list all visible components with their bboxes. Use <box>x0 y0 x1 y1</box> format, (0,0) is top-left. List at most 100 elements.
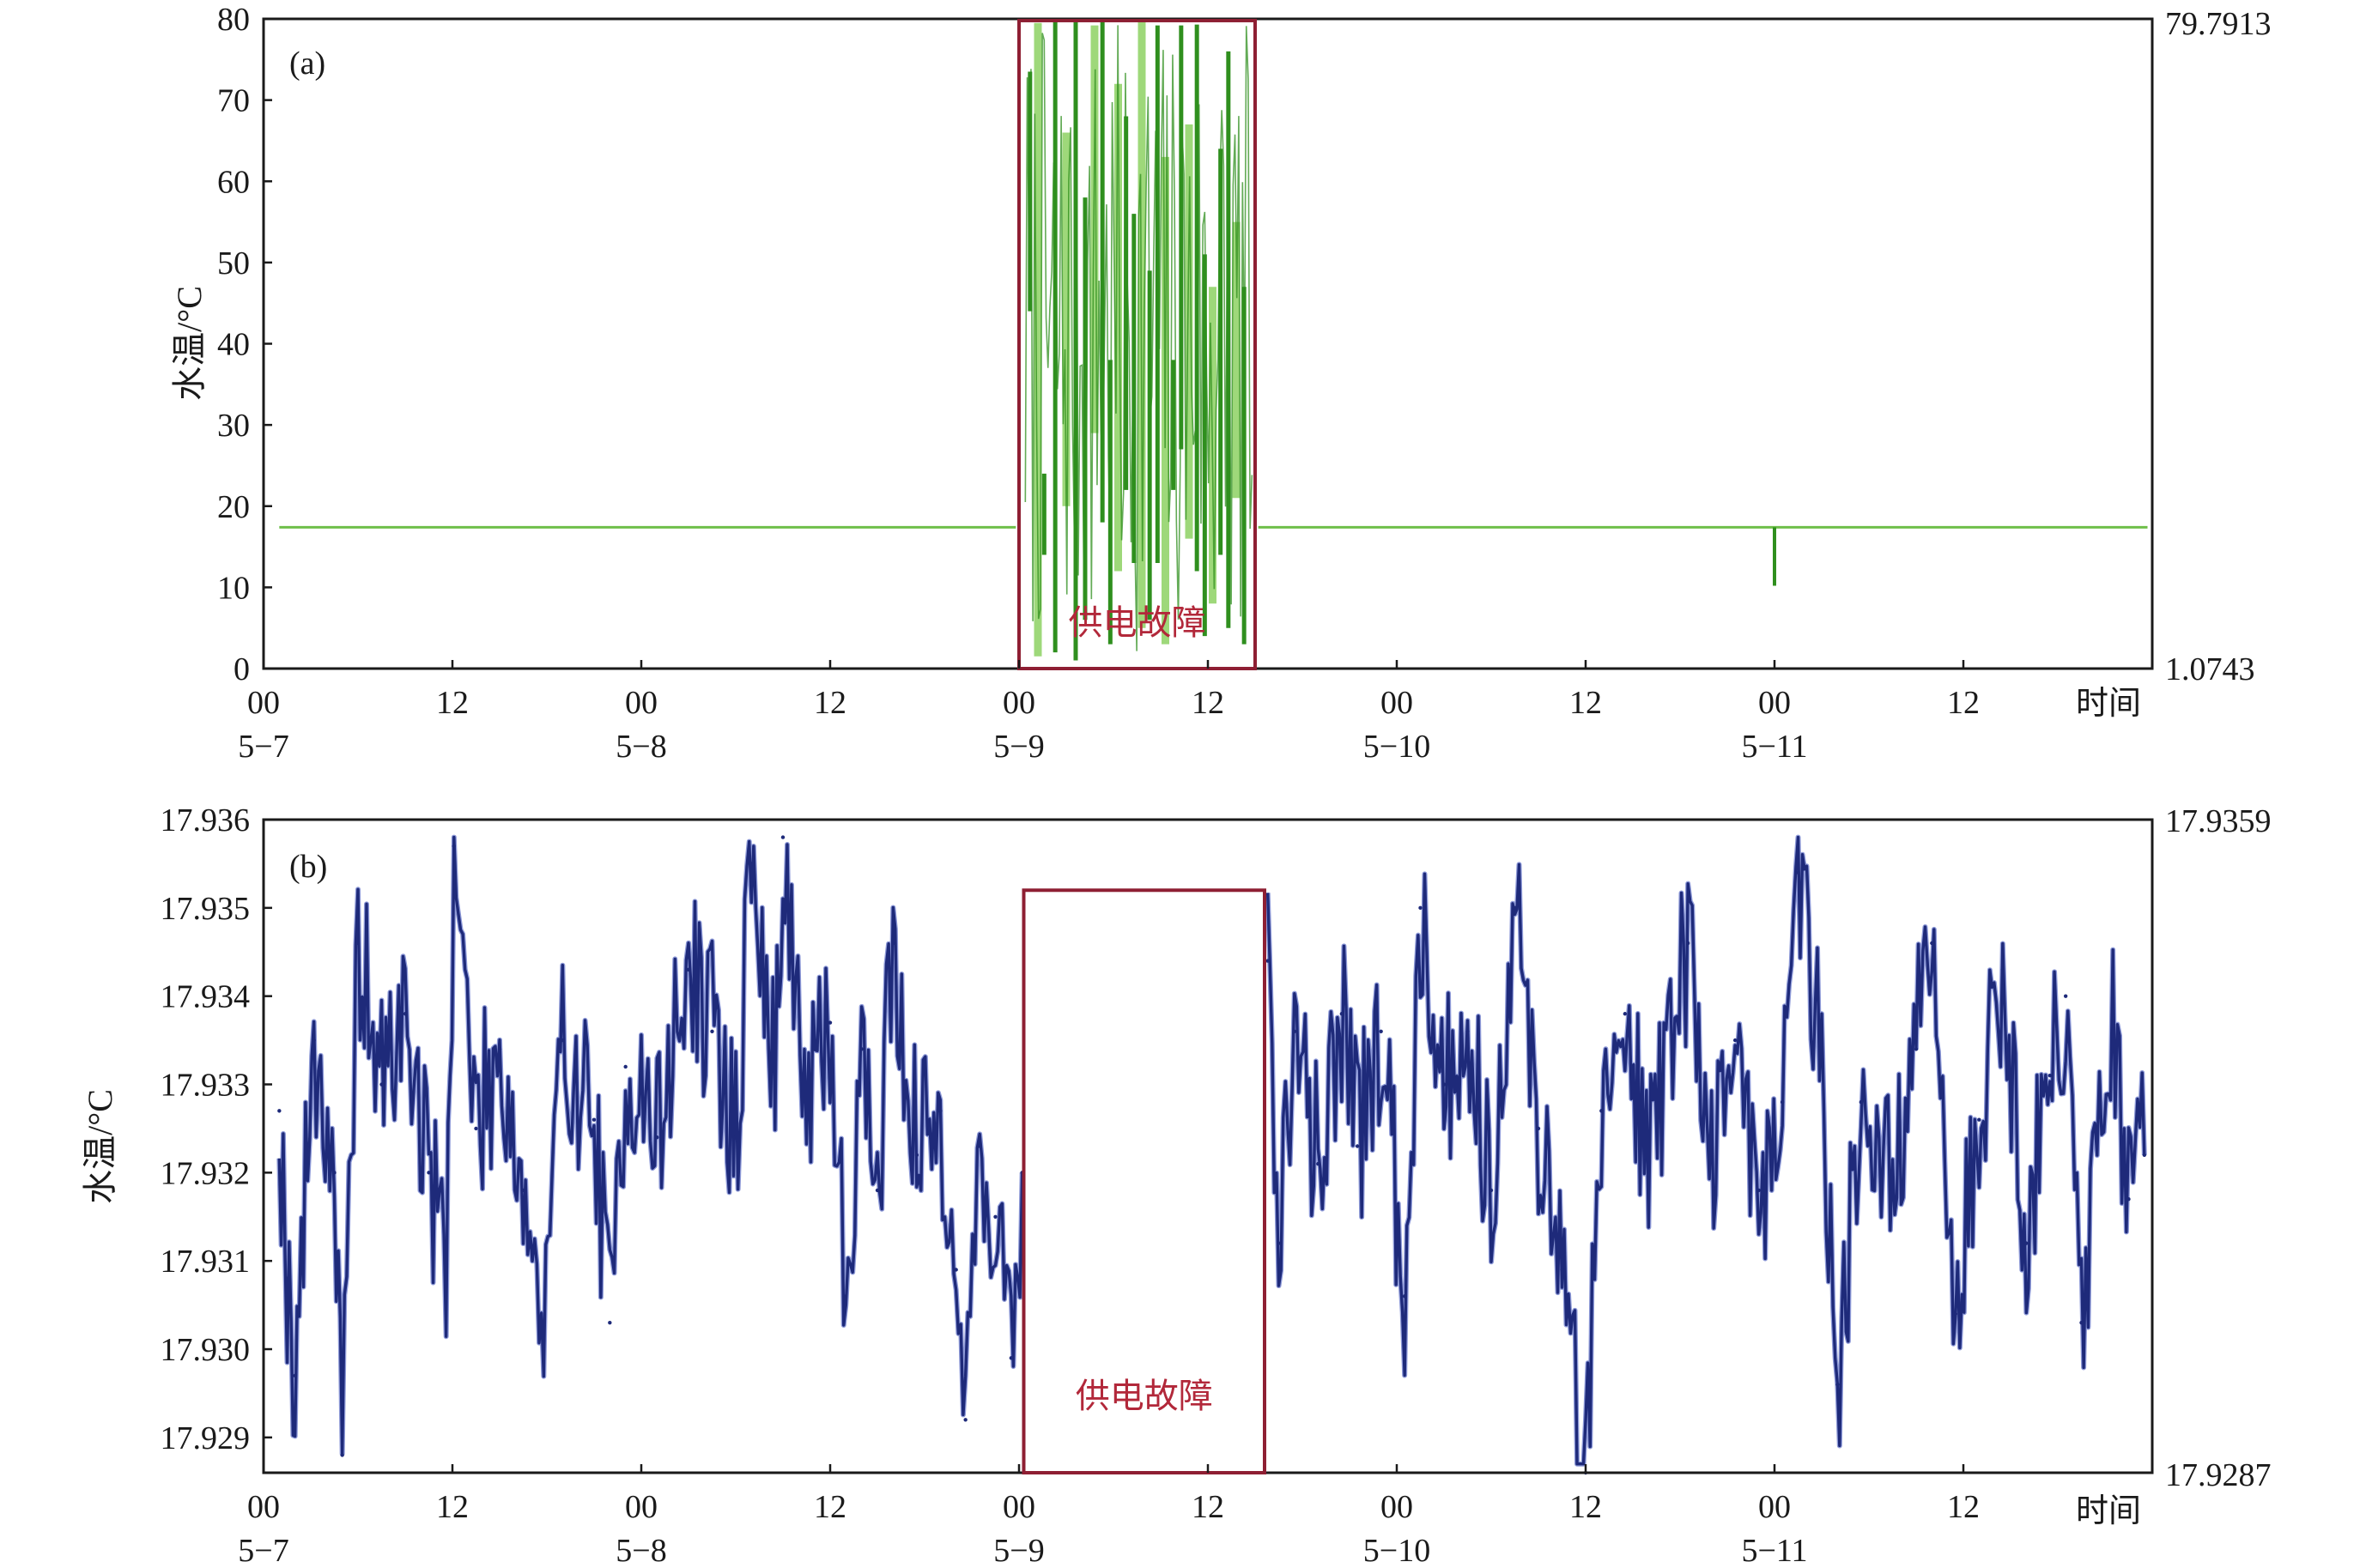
x-date-label: 5−9 <box>993 729 1044 765</box>
data-point <box>859 1047 864 1051</box>
x-date-label: 5−11 <box>1741 729 1807 765</box>
fault-window-fill-b <box>1023 890 1265 1473</box>
y-tick-label: 17.934 <box>161 979 251 1015</box>
data-point <box>733 1135 738 1140</box>
data-point <box>1465 1029 1470 1034</box>
data-point <box>828 1020 833 1025</box>
data-point <box>403 1012 408 1016</box>
y-ticks-b: 17.929 17.930 17.931 17.932 17.933 17.934 17.9… <box>161 802 272 1456</box>
y-tick-label: 17.931 <box>161 1244 251 1280</box>
x-tick-label: 12 <box>436 1489 469 1525</box>
x-date-label: 5−7 <box>238 1533 288 1568</box>
data-point <box>340 1453 344 1457</box>
series-line-light <box>1265 834 2147 1467</box>
x-ticks-a: 00 5−7 12 00 5−8 12 00 5−9 12 00 5−10 12 00 5−11 12 <box>238 660 1980 765</box>
data-point <box>332 1171 337 1175</box>
data-point <box>977 1144 982 1148</box>
data-point <box>1796 870 1800 875</box>
data-point <box>623 1064 628 1069</box>
data-point <box>427 1171 431 1175</box>
data-point <box>521 1188 525 1193</box>
data-point <box>1890 1188 1895 1193</box>
x-tick-label: 12 <box>1947 1489 1980 1525</box>
data-point <box>497 1047 502 1051</box>
y-tick-label: 20 <box>217 489 250 525</box>
data-point <box>1859 1099 1864 1105</box>
y-tick-label: 17.936 <box>161 802 251 838</box>
y-tick-label: 50 <box>217 245 250 282</box>
x-tick-label: 12 <box>814 685 846 721</box>
data-point <box>1418 905 1423 911</box>
fault-window-box-a <box>1017 18 1257 670</box>
panel-b: 17.929 17.930 17.931 17.932 17.933 17.934 17.9… <box>81 802 2272 1568</box>
data-point <box>608 1320 612 1325</box>
data-point <box>993 1214 998 1219</box>
series-a <box>279 20 2148 661</box>
x-tick-label: 00 <box>247 1489 280 1525</box>
data-point <box>1277 1241 1281 1245</box>
data-point <box>1599 1109 1604 1113</box>
data-point <box>1953 1311 1958 1317</box>
data-point <box>2024 1241 2029 1245</box>
y-tick-label: 80 <box>217 2 250 38</box>
series-line <box>1265 835 2146 1466</box>
data-point <box>686 967 691 972</box>
data-point <box>1402 1294 1407 1299</box>
right-axis-max-b: 17.9359 <box>2165 803 2272 839</box>
x-ticks-b: 00 5−7 12 00 5−8 12 00 5−9 12 00 5−10 12 00 5−11 12 <box>238 1464 1980 1568</box>
data-point <box>1977 1117 1981 1122</box>
data-point <box>954 1268 958 1272</box>
data-point <box>804 1117 809 1122</box>
data-point <box>1513 905 1517 911</box>
x-date-label: 5−10 <box>1363 729 1430 765</box>
fault-window-background <box>1023 890 1265 1473</box>
x-tick-label: 00 <box>625 1489 658 1525</box>
x-date-label: 5−10 <box>1363 1533 1430 1568</box>
data-point <box>2142 1153 2147 1157</box>
fault-annotation-b: 供电故障 <box>1076 1377 1213 1415</box>
data-point <box>355 941 361 946</box>
data-point <box>1560 1268 1564 1272</box>
y-tick-label: 17.935 <box>161 891 251 927</box>
series-line <box>1024 25 1253 651</box>
data-point <box>963 1418 968 1422</box>
x-axis-label-b: 时间 <box>2076 1493 2141 1529</box>
data-point <box>891 941 895 946</box>
data-point <box>1756 1188 1761 1193</box>
y-tick-label: 17.929 <box>161 1420 251 1456</box>
y-tick-label: 10 <box>217 570 250 606</box>
data-point <box>655 1135 659 1140</box>
y-axis-label-b: 水温/°C <box>81 1089 119 1204</box>
x-tick-label: 00 <box>625 685 658 721</box>
data-point <box>2063 994 2068 998</box>
data-point <box>592 1117 597 1122</box>
x-tick-label: 12 <box>1569 1489 1602 1525</box>
x-tick-label: 00 <box>1003 1489 1035 1525</box>
data-point <box>1819 1047 1824 1051</box>
x-tick-label: 00 <box>1380 685 1413 721</box>
data-point <box>1685 941 1690 946</box>
x-tick-label: 00 <box>1003 685 1035 721</box>
panel-label-a: (a) <box>289 45 325 82</box>
data-point <box>2126 1197 2131 1202</box>
data-point <box>1780 1099 1785 1105</box>
x-tick-label: 12 <box>814 1489 846 1525</box>
y-tick-label: 17.932 <box>161 1155 251 1191</box>
data-point <box>1316 1161 1320 1166</box>
data-point <box>710 1029 714 1034</box>
data-point <box>1732 1038 1738 1043</box>
data-point <box>1441 1082 1447 1087</box>
data-point <box>542 1338 546 1342</box>
y-tick-label: 17.933 <box>161 1068 251 1104</box>
data-point <box>285 1276 289 1280</box>
series-b <box>276 834 2147 1475</box>
fault-window-rect <box>1017 18 1257 670</box>
data-point <box>1647 1153 1651 1157</box>
y-tick-label: 17.930 <box>161 1332 251 1368</box>
x-date-label: 5−7 <box>238 729 288 765</box>
data-point <box>875 1188 880 1193</box>
data-point <box>379 1082 384 1087</box>
y-axis-label-a: 水温/°C <box>170 286 209 401</box>
fault-window-box-b <box>1022 888 1266 1474</box>
